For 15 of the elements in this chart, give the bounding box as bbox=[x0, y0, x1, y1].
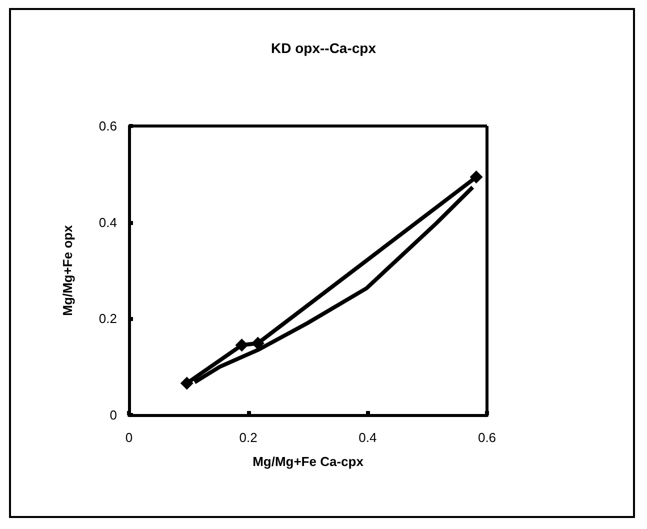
y-axis-title: Mg/Mg+Fe opx bbox=[60, 224, 75, 316]
y-tick-label: 0 bbox=[110, 408, 117, 422]
x-axis-title: Mg/Mg+Fe Ca-cpx bbox=[252, 454, 364, 469]
x-tick-label: 0.6 bbox=[478, 430, 496, 445]
y-tick-label: 0.6 bbox=[98, 118, 117, 134]
point bbox=[470, 170, 483, 184]
y-tick-label: 0.2 bbox=[98, 311, 117, 326]
point bbox=[180, 376, 194, 390]
y-tick-label: 0.4 bbox=[98, 214, 117, 230]
x-tick-label: 0.4 bbox=[358, 430, 377, 445]
point bbox=[251, 336, 264, 350]
chart-title: KD opx--Ca-cpx bbox=[270, 40, 376, 56]
x-tick-label: 0 bbox=[125, 430, 133, 445]
x-tick-label: 0.2 bbox=[239, 430, 258, 445]
point bbox=[235, 338, 248, 352]
